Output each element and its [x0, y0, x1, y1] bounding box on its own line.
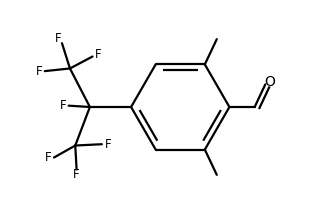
Text: F: F: [60, 99, 66, 112]
Text: O: O: [265, 75, 276, 89]
Text: F: F: [104, 138, 111, 151]
Text: F: F: [73, 168, 80, 181]
Text: F: F: [45, 151, 51, 164]
Text: F: F: [36, 65, 42, 78]
Text: F: F: [55, 32, 62, 45]
Text: F: F: [95, 48, 101, 61]
